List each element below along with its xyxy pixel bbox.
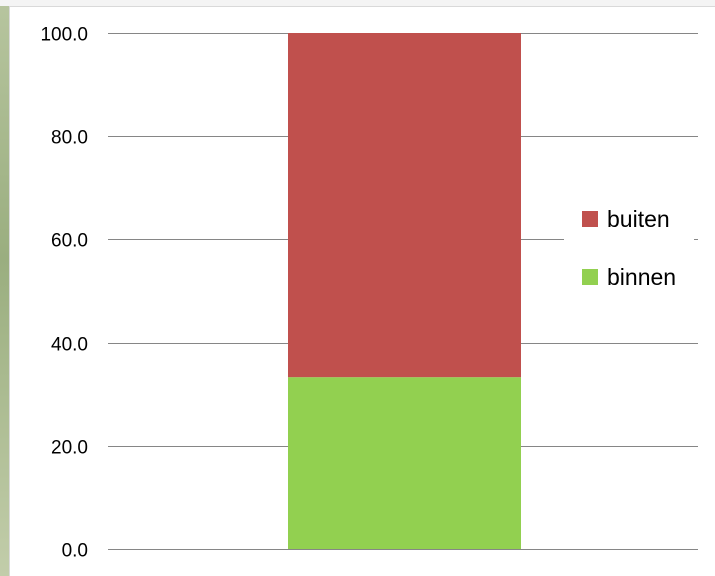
bar-segment-buiten bbox=[288, 33, 521, 378]
bars bbox=[288, 33, 521, 549]
y-tick-label: 40.0 bbox=[51, 335, 88, 356]
y-tick-label: 100.0 bbox=[40, 25, 88, 46]
legend-label-buiten: buiten bbox=[607, 206, 670, 232]
legend: buiten binnen bbox=[564, 196, 694, 296]
legend-label-binnen: binnen bbox=[607, 264, 676, 290]
y-axis-ticks: 0.0 20.0 40.0 60.0 80.0 100.0 bbox=[40, 25, 88, 562]
y-tick-label: 20.0 bbox=[51, 438, 88, 459]
legend-swatch-buiten bbox=[582, 211, 598, 227]
legend-swatch-binnen bbox=[582, 269, 598, 285]
y-tick-label: 60.0 bbox=[51, 231, 88, 252]
bar-segment-binnen bbox=[288, 377, 521, 549]
y-tick-label: 80.0 bbox=[51, 128, 88, 149]
y-tick-label: 0.0 bbox=[62, 541, 88, 562]
window-top-strip bbox=[0, 0, 715, 6]
